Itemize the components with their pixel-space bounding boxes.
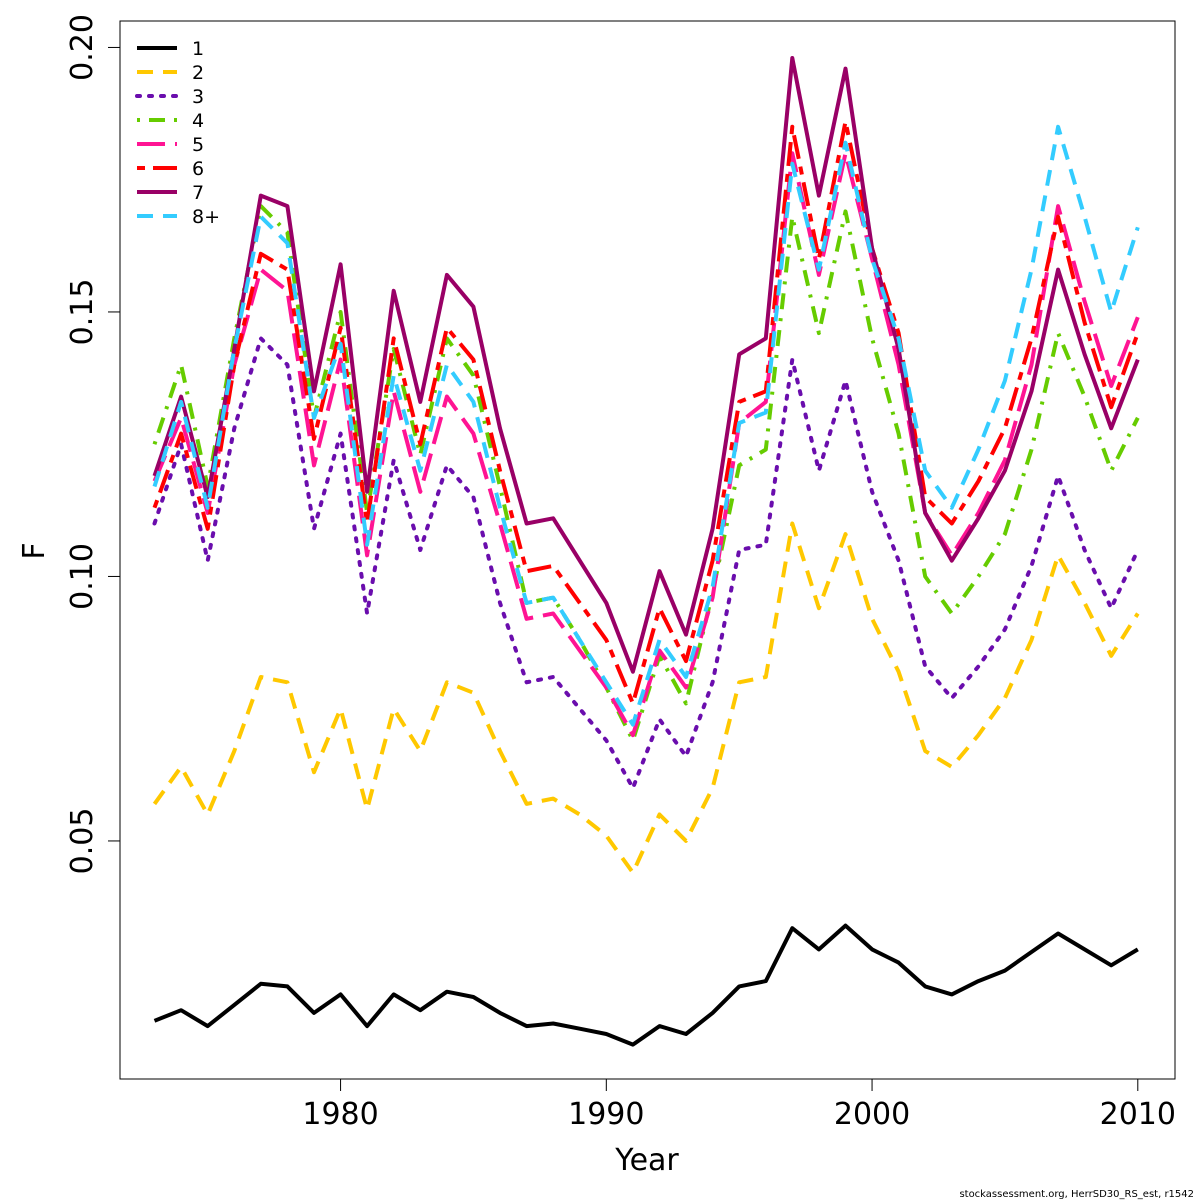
credit-text: stockassessment.org, HerrSD30_RS_est, r1… (959, 1189, 1194, 1200)
x-tick-label: 2000 (834, 1097, 910, 1132)
x-axis-title: Year (614, 1143, 679, 1178)
series-layer (155, 58, 1138, 1045)
x-axis: 1980 1990 2000 2010 (302, 1079, 1176, 1132)
x-tick-label: 2010 (1100, 1097, 1176, 1132)
legend-label: 7 (192, 182, 204, 204)
y-axis-title: F (17, 542, 52, 559)
legend-label: 8+ (192, 206, 220, 228)
y-tick-label: 0.15 (65, 279, 100, 346)
y-tick-label: 0.05 (65, 808, 100, 875)
series-line-8plus (155, 127, 1138, 725)
series-line-7 (155, 58, 1138, 672)
legend-label: 2 (192, 62, 204, 84)
legend-label: 6 (192, 158, 204, 180)
f-by-age-chart: 1980 1990 2000 2010 0.05 0.10 0.15 0.20 Year F… (0, 0, 1200, 1200)
legend-label: 5 (192, 134, 204, 156)
y-axis: 0.05 0.10 0.15 0.20 (65, 14, 120, 874)
x-tick-label: 1990 (568, 1097, 644, 1132)
y-tick-label: 0.10 (65, 543, 100, 610)
y-tick-label: 0.20 (65, 14, 100, 81)
legend-label: 3 (192, 86, 204, 108)
series-line-3 (155, 338, 1138, 788)
x-tick-label: 1980 (302, 1097, 378, 1132)
legend-label: 4 (192, 110, 204, 132)
plot-frame (120, 21, 1175, 1079)
legend-label: 1 (192, 38, 204, 60)
series-line-1 (155, 926, 1138, 1045)
